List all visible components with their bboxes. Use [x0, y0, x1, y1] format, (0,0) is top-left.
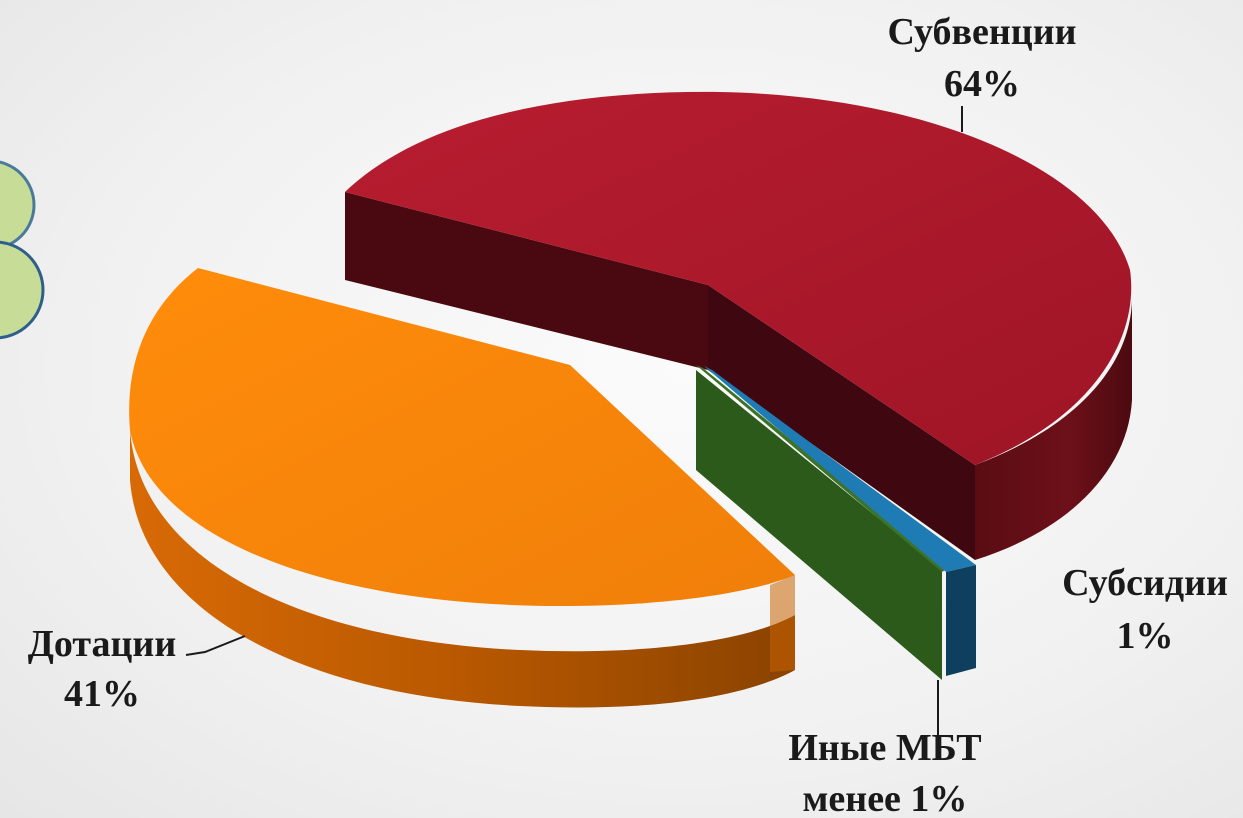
label-subsidii-value: 1%: [1117, 615, 1174, 657]
slice-dotatsii-top: [129, 268, 795, 606]
slice-subsidii: [704, 366, 976, 676]
label-subventsii-value: 64%: [944, 63, 1020, 105]
slice-inye-face: [696, 370, 942, 680]
slice-subsidii-top: [704, 366, 976, 572]
label-subventsii-name: Субвенции: [888, 11, 1077, 53]
slice-dotatsii: [129, 268, 795, 708]
label-subsidii-name: Субсидии: [1062, 562, 1228, 604]
slice-subsidii-side: [946, 565, 976, 676]
slice-inye: [696, 365, 948, 680]
leader-dotatsii: [185, 635, 246, 656]
data-labels: Субвенции 64% Дотации 41% Субсидии 1% Ин…: [28, 11, 1228, 818]
label-dotatsii-name: Дотации: [28, 623, 176, 665]
slice-subventsii-left-face: [345, 192, 708, 370]
slice-subventsii: [345, 91, 1132, 560]
slice-subventsii-top: [345, 91, 1132, 465]
label-dotatsii-value: 41%: [64, 673, 140, 715]
label-inye-value: менее 1%: [803, 778, 968, 818]
slice-subventsii-side: [975, 300, 1132, 560]
slice-dotatsii-side: [130, 430, 795, 708]
slice-subventsii-inner-face: [708, 285, 975, 560]
label-inye-name: Иные МБТ: [788, 727, 981, 769]
decor-circles: [0, 160, 45, 340]
leader-lines: [185, 106, 963, 735]
